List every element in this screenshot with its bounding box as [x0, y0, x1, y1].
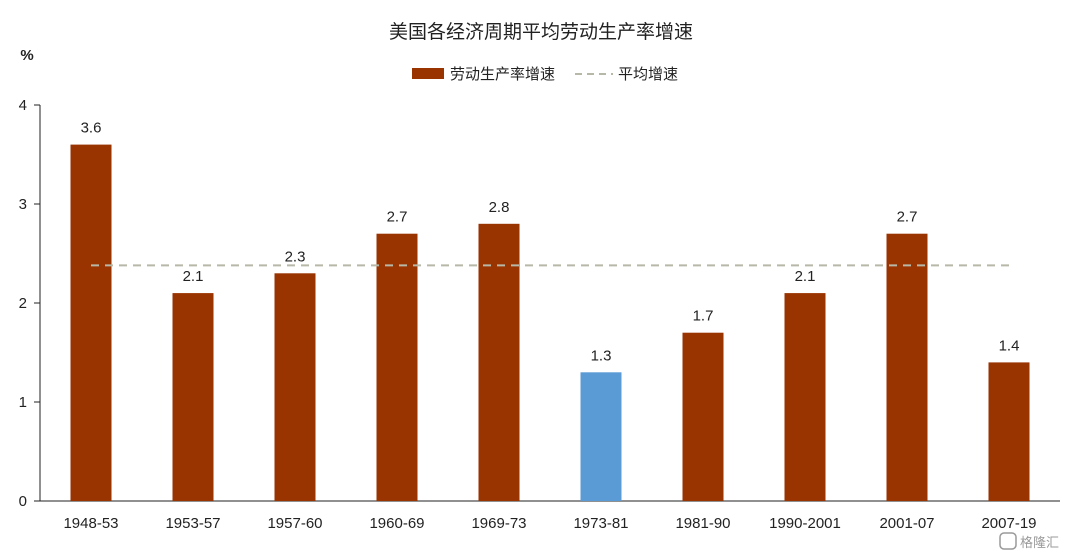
- x-tick-label: 1990-2001: [769, 515, 841, 532]
- x-tick-label: 1969-73: [471, 515, 526, 532]
- chart-title: 美国各经济周期平均劳动生产率增速: [389, 21, 693, 43]
- data-label: 3.6: [81, 120, 102, 137]
- bar-1990-2001: [784, 293, 826, 501]
- data-label: 2.1: [183, 268, 204, 285]
- bar-2007-19: [988, 362, 1030, 501]
- y-axis-unit: %: [20, 47, 33, 64]
- y-tick-label: 0: [19, 493, 27, 510]
- bar-1948-53: [70, 144, 112, 501]
- data-label: 2.1: [795, 268, 816, 285]
- y-axis: 0 1 2 3 4: [19, 97, 40, 510]
- bars: [70, 144, 1030, 502]
- watermark-text: 格隆汇: [1020, 535, 1059, 551]
- x-tick-label: 1973-81: [573, 515, 628, 532]
- data-label: 2.8: [489, 199, 510, 216]
- watermark-logo-icon: [999, 532, 1017, 550]
- x-tick-label: 1957-60: [267, 515, 322, 532]
- data-label: 1.4: [999, 337, 1020, 354]
- legend-label-bar: 劳动生产率增速: [450, 65, 555, 83]
- data-labels: 3.6 2.1 2.3 2.7 2.8 1.3 1.7 2.1 2.7 1.4: [81, 120, 1020, 365]
- y-tick-label: 1: [19, 394, 27, 411]
- x-tick-label: 1953-57: [165, 515, 220, 532]
- legend: 劳动生产率增速 平均增速: [412, 65, 678, 83]
- bar-1969-73: [478, 223, 520, 502]
- x-tick-label: 2007-19: [981, 515, 1036, 532]
- data-label: 1.3: [591, 347, 612, 364]
- data-label: 2.3: [285, 248, 306, 265]
- legend-swatch-bar: [412, 68, 444, 79]
- x-axis-labels: 1948-53 1953-57 1957-60 1960-69 1969-73 1973-…: [63, 515, 1036, 532]
- data-label: 2.7: [387, 209, 408, 226]
- y-tick-label: 2: [19, 295, 27, 312]
- x-tick-label: 1960-69: [369, 515, 424, 532]
- y-tick-label: 3: [19, 196, 27, 213]
- bar-1960-69: [376, 233, 418, 501]
- bar-1957-60: [274, 273, 316, 501]
- x-tick-label: 1981-90: [675, 515, 730, 532]
- x-tick-label: 1948-53: [63, 515, 118, 532]
- y-tick-label: 4: [19, 97, 27, 114]
- bar-1981-90: [682, 332, 724, 501]
- bar-1953-57: [172, 293, 214, 501]
- data-label: 2.7: [897, 209, 918, 226]
- bar-1973-81: [580, 372, 622, 501]
- legend-label-average: 平均增速: [618, 65, 678, 83]
- x-tick-label: 2001-07: [879, 515, 934, 532]
- watermark: 格隆汇: [999, 532, 1059, 551]
- data-label: 1.7: [693, 308, 714, 325]
- bar-2001-07: [886, 233, 928, 501]
